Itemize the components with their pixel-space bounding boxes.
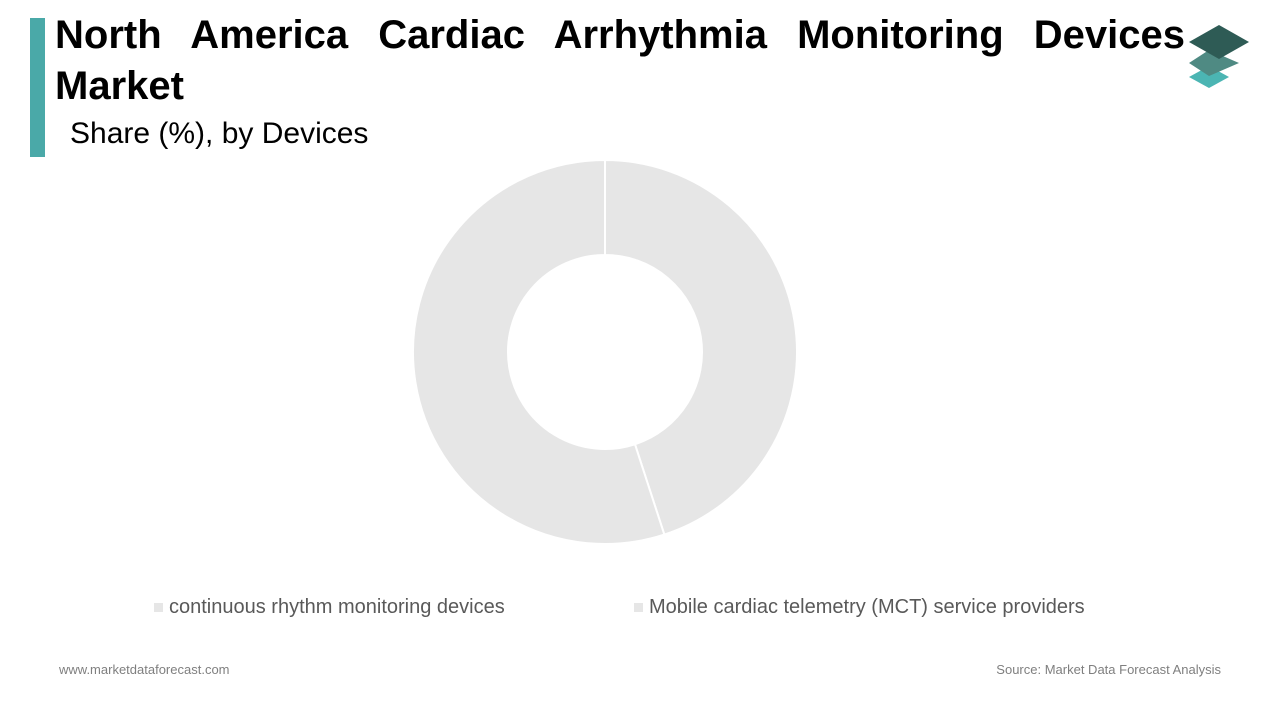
legend-swatch-mct-providers <box>634 603 643 612</box>
legend-swatch-continuous-rhythm <box>154 603 163 612</box>
title-accent-bar <box>30 18 45 157</box>
layers-logo-icon <box>1189 25 1249 88</box>
legend-label-mct-providers: Mobile cardiac telemetry (MCT) service p… <box>649 596 1085 618</box>
donut-slices <box>412 158 798 545</box>
legend-item-continuous-rhythm: continuous rhythm monitoring devices <box>154 596 505 619</box>
website-link[interactable]: www.marketdataforecast.com <box>59 662 230 677</box>
chart-subtitle: Share (%), by Devices <box>70 117 369 150</box>
logo-layer-middle <box>1189 50 1239 76</box>
donut-slice-mobile-cardiac-telemetry-mct-service-providers <box>604 158 798 536</box>
logo-layer-top <box>1189 25 1249 59</box>
chart-title: North America Cardiac Arrhythmia Monitor… <box>55 13 1185 108</box>
chart-legend: continuous rhythm monitoring devices Mob… <box>0 596 1280 624</box>
legend-label-continuous-rhythm: continuous rhythm monitoring devices <box>169 596 505 618</box>
donut-slice-continuous-rhythm-monitoring-devices <box>412 158 666 545</box>
source-note: Source: Market Data Forecast Analysis <box>996 662 1221 677</box>
legend-item-mct-providers: Mobile cardiac telemetry (MCT) service p… <box>634 596 1085 619</box>
